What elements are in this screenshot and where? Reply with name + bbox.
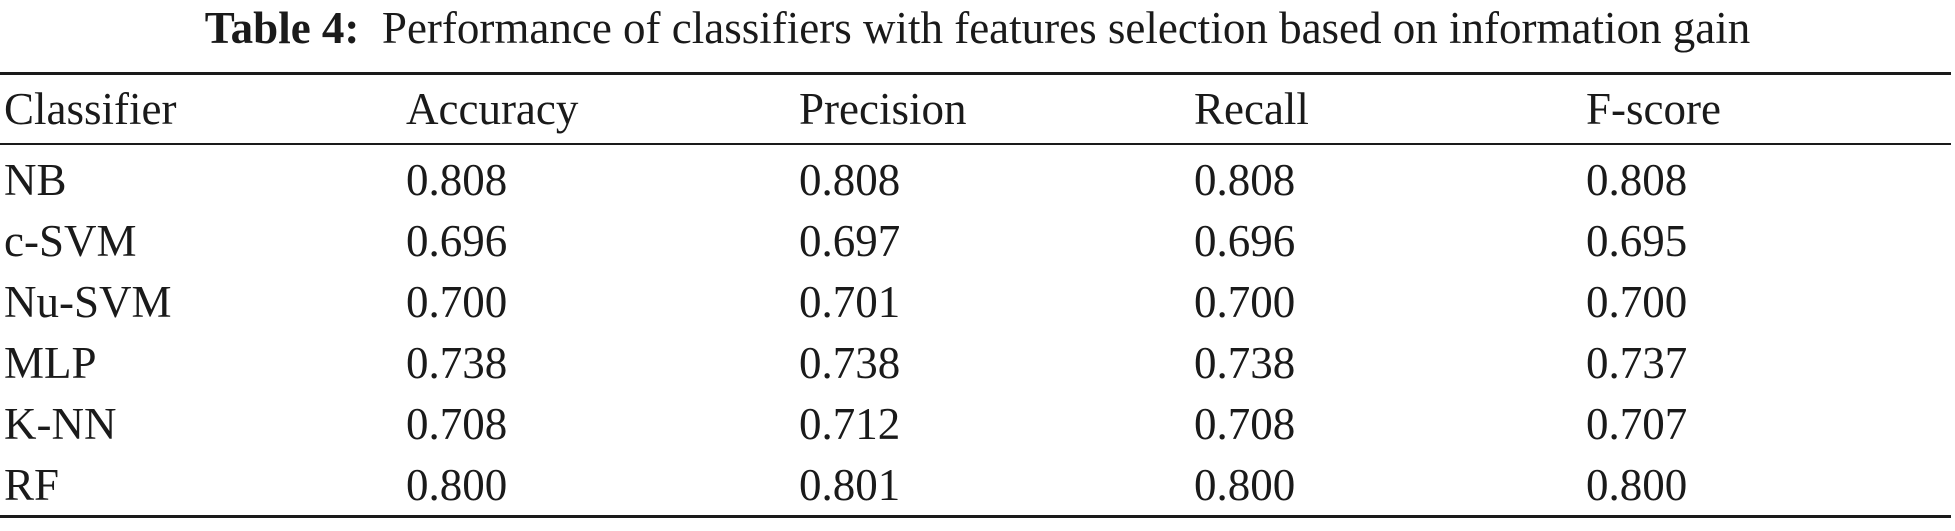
results-table: Classifier Accuracy Precision Recall F-s… bbox=[0, 75, 1951, 143]
cell-classifier: K-NN bbox=[4, 398, 117, 449]
cell-recall: 0.738 bbox=[1194, 337, 1296, 388]
table-top-rule bbox=[0, 72, 1951, 75]
cell-recall: 0.696 bbox=[1194, 215, 1296, 266]
cell-recall: 0.708 bbox=[1194, 398, 1296, 449]
cell-accuracy: 0.708 bbox=[406, 398, 508, 449]
cell-accuracy: 0.800 bbox=[406, 459, 508, 510]
cell-accuracy: 0.738 bbox=[406, 337, 508, 388]
cell-recall: 0.800 bbox=[1194, 459, 1296, 510]
cell-accuracy: 0.696 bbox=[406, 215, 508, 266]
cell-classifier: RF bbox=[4, 459, 60, 510]
cell-precision: 0.738 bbox=[799, 337, 901, 388]
header-recall: Recall bbox=[1194, 84, 1309, 134]
table-row: NB 0.808 0.808 0.808 0.808 bbox=[0, 145, 1951, 210]
table-caption-label: Table 4: bbox=[204, 3, 360, 53]
table-header-row: Classifier Accuracy Precision Recall F-s… bbox=[0, 75, 1951, 143]
cell-classifier: NB bbox=[4, 154, 67, 205]
cell-recall: 0.808 bbox=[1194, 154, 1296, 205]
header-classifier: Classifier bbox=[4, 84, 177, 134]
header-precision: Precision bbox=[799, 84, 967, 134]
cell-classifier: c-SVM bbox=[4, 215, 137, 266]
cell-precision: 0.808 bbox=[799, 154, 901, 205]
cell-precision: 0.801 bbox=[799, 459, 901, 510]
table-header-rule bbox=[0, 143, 1951, 145]
header-f-score: F-score bbox=[1586, 84, 1721, 134]
cell-recall: 0.700 bbox=[1194, 276, 1296, 327]
cell-f-score: 0.707 bbox=[1586, 398, 1688, 449]
cell-f-score: 0.808 bbox=[1586, 154, 1688, 205]
cell-classifier: Nu-SVM bbox=[4, 276, 172, 327]
table-row: K-NN 0.708 0.712 0.708 0.707 bbox=[0, 393, 1951, 454]
cell-accuracy: 0.808 bbox=[406, 154, 508, 205]
results-table-body: NB 0.808 0.808 0.808 0.808 c-SVM 0.696 0… bbox=[0, 145, 1951, 515]
table-row: RF 0.800 0.801 0.800 0.800 bbox=[0, 454, 1951, 515]
cell-precision: 0.697 bbox=[799, 215, 901, 266]
cell-f-score: 0.700 bbox=[1586, 276, 1688, 327]
table-row: c-SVM 0.696 0.697 0.696 0.695 bbox=[0, 210, 1951, 271]
cell-classifier: MLP bbox=[4, 337, 97, 388]
table-row: MLP 0.738 0.738 0.738 0.737 bbox=[0, 332, 1951, 393]
table-row: Nu-SVM 0.700 0.701 0.700 0.700 bbox=[0, 271, 1951, 332]
cell-f-score: 0.800 bbox=[1586, 459, 1688, 510]
cell-f-score: 0.737 bbox=[1586, 337, 1688, 388]
cell-accuracy: 0.700 bbox=[406, 276, 508, 327]
table-caption: Table 4: Performance of classifiers with… bbox=[0, 2, 1955, 54]
cell-precision: 0.701 bbox=[799, 276, 901, 327]
table-caption-text: Performance of classifiers with features… bbox=[381, 3, 1751, 53]
header-accuracy: Accuracy bbox=[406, 84, 579, 134]
results-table-container: Classifier Accuracy Precision Recall F-s… bbox=[0, 72, 1951, 518]
cell-f-score: 0.695 bbox=[1586, 215, 1688, 266]
cell-precision: 0.712 bbox=[799, 398, 901, 449]
table-bottom-rule bbox=[0, 515, 1951, 518]
